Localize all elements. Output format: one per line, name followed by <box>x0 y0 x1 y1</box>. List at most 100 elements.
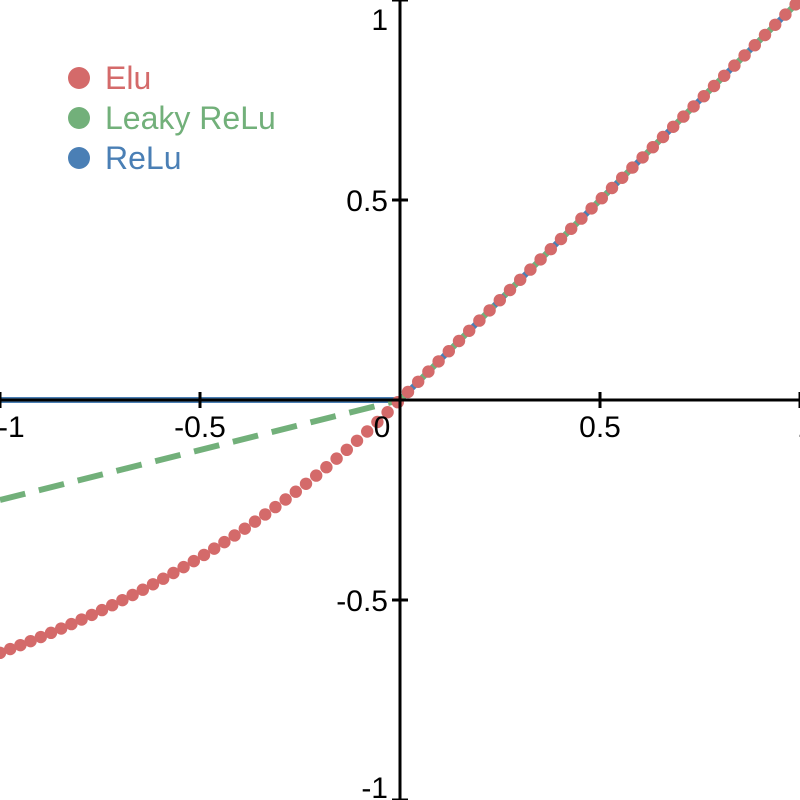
elu-point <box>157 572 170 585</box>
elu-point <box>381 406 394 419</box>
elu-point <box>503 283 517 297</box>
legend-label-relu: ReLu <box>105 140 182 176</box>
elu-point <box>187 554 200 568</box>
elu-point <box>718 69 731 83</box>
elu-point <box>575 212 588 225</box>
y-tick-label-neg0p5: -0.5 <box>336 585 388 618</box>
elu-point <box>697 90 710 103</box>
elu-point <box>789 0 800 11</box>
elu-point <box>401 385 415 399</box>
elu-point <box>350 434 364 447</box>
elu-point <box>371 415 384 429</box>
elu-point <box>779 8 792 21</box>
elu-point <box>146 578 160 591</box>
elu-point <box>544 243 557 256</box>
elu-point <box>177 560 190 574</box>
elu-point <box>605 181 619 195</box>
elu-point <box>412 375 425 388</box>
elu-point <box>238 522 251 535</box>
elu-point <box>228 529 241 542</box>
legend-label-elu: Elu <box>105 60 151 96</box>
elu-point <box>707 79 721 93</box>
elu-point <box>24 634 37 648</box>
elu-point <box>167 566 180 580</box>
elu-point <box>656 130 670 144</box>
elu-point <box>636 151 649 164</box>
elu-point <box>75 613 88 626</box>
legend-label-leaky-relu: Leaky ReLu <box>105 100 276 136</box>
x-tick-label-0p5: 0.5 <box>579 411 621 444</box>
y-tick-label-0p5: 0.5 <box>346 185 388 218</box>
elu-point <box>667 120 680 133</box>
x-tick-label-neg0p5: -0.5 <box>174 411 226 444</box>
elu-point <box>728 59 741 72</box>
elu-point <box>259 508 272 521</box>
elu-point <box>565 222 578 235</box>
x-tick-label-neg1: -1 <box>0 411 25 444</box>
elu-point <box>248 515 262 528</box>
elu-point <box>269 500 282 514</box>
elu-point <box>391 395 404 409</box>
elu-point <box>687 100 700 113</box>
elu-point <box>14 638 27 652</box>
elu-point <box>218 535 231 549</box>
elu-point <box>646 141 659 154</box>
elu-point <box>330 452 343 465</box>
legend-marker-leaky-relu <box>68 107 90 129</box>
elu-point <box>44 626 58 640</box>
elu-point <box>34 630 47 644</box>
elu-point <box>626 161 639 174</box>
legend-item-elu: Elu <box>68 60 151 96</box>
elu-point <box>310 469 323 482</box>
elu-point <box>197 548 211 562</box>
elu-point <box>524 263 537 276</box>
elu-point <box>534 253 547 266</box>
elu-point <box>452 334 466 348</box>
elu-point <box>65 617 78 631</box>
elu-point <box>432 355 445 368</box>
y-tick-label-1: 1 <box>371 4 388 37</box>
elu-point <box>340 443 353 457</box>
elu-point <box>361 425 374 438</box>
elu-point <box>616 171 629 184</box>
elu-point <box>493 294 506 307</box>
elu-point <box>320 461 333 474</box>
elu-point <box>677 110 690 123</box>
elu-point <box>442 345 455 358</box>
legend-item-leaky-relu: Leaky ReLu <box>68 100 276 136</box>
elu-point <box>748 39 761 52</box>
elu-point <box>85 608 99 622</box>
series-elu <box>0 0 800 660</box>
elu-point <box>126 588 139 602</box>
x-tick-label-0: 0 <box>374 411 391 444</box>
elu-point <box>4 642 17 656</box>
elu-point <box>106 599 119 612</box>
legend: Elu Leaky ReLu ReLu <box>68 60 276 176</box>
elu-point <box>595 192 608 205</box>
elu-point <box>116 593 129 607</box>
elu-point <box>758 28 772 42</box>
elu-point <box>279 493 292 506</box>
elu-point <box>585 202 598 215</box>
elu-point <box>422 365 435 378</box>
legend-item-relu: ReLu <box>68 140 182 176</box>
legend-marker-elu <box>68 67 90 89</box>
legend-marker-relu <box>68 147 90 169</box>
elu-point <box>514 273 527 286</box>
elu-point <box>55 622 68 635</box>
elu-point <box>299 477 313 490</box>
elu-point <box>738 49 751 62</box>
elu-point <box>554 232 568 246</box>
elu-point <box>483 304 496 317</box>
elu-point <box>289 485 302 498</box>
x-tick-label-1: 1 <box>797 411 800 444</box>
elu-point <box>769 18 782 31</box>
elu-point <box>473 314 486 327</box>
y-tick-label-neg1: -1 <box>361 772 388 800</box>
elu-point <box>463 324 476 337</box>
elu-point <box>208 542 221 555</box>
elu-point <box>136 583 149 596</box>
elu-point <box>95 603 109 617</box>
